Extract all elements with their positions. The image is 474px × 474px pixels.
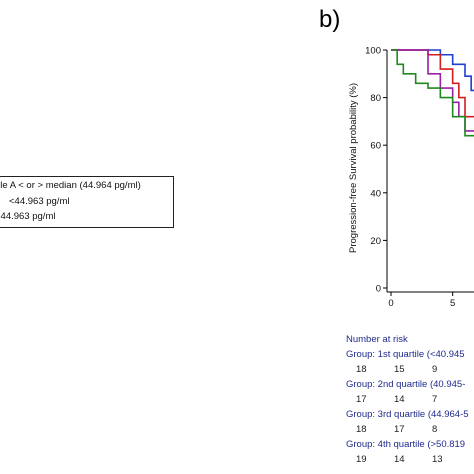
legend-a-title: ble A < or > median (44.964 pg/ml): [0, 180, 141, 191]
y-tick-label: 60: [370, 141, 381, 152]
survival-curves: [391, 49, 474, 137]
y-tick-label: 80: [370, 93, 381, 104]
risk-group-counts-3: 18 17 8: [346, 424, 474, 436]
risk-group-label-2: Group: 2nd quartile (40.945-: [346, 379, 466, 390]
risk-count: 14: [394, 454, 405, 465]
y-tick-label: 40: [370, 188, 381, 199]
risk-count: 14: [394, 394, 405, 405]
risk-count: 8: [432, 424, 438, 435]
risk-group-label-3: Group: 3rd quartile (44.964-5: [346, 409, 469, 420]
risk-count: 17: [394, 424, 405, 435]
risk-group-counts-4: 19 14 13: [346, 454, 474, 466]
survival-curve-4: [391, 49, 474, 137]
risk-count: 18: [356, 364, 367, 375]
y-tick-label: 20: [370, 236, 381, 247]
plot-axes: [386, 50, 474, 293]
axis-ticks: 0204060801000510: [365, 46, 455, 310]
risk-group-label-4: Group: 4th quartile (>50.819: [346, 439, 466, 450]
legend-a-item-high: >44.963 pg/ml: [0, 211, 56, 222]
risk-count: 18: [356, 424, 367, 435]
risk-group-counts-1: 18 15 9: [346, 364, 474, 376]
y-axis-label: Progression-free Survival probability (%…: [348, 83, 359, 253]
panel-label: b): [319, 6, 341, 33]
x-tick-label: 5: [450, 298, 455, 309]
y-tick-label: 100: [365, 46, 381, 57]
risk-group-label-1: Group: 1st quartile (<40.945: [346, 349, 465, 360]
legend-a-box: ble A < or > median (44.964 pg/ml) <44.9…: [0, 176, 174, 228]
risk-count: 13: [432, 454, 443, 465]
x-tick-label: 0: [388, 298, 393, 309]
risk-table-title: Number at risk: [346, 334, 408, 345]
legend-a-item-low: <44.963 pg/ml: [9, 196, 70, 207]
risk-count: 7: [432, 394, 438, 405]
risk-count: 15: [394, 364, 405, 375]
survival-curve-1: [391, 49, 474, 92]
y-tick-label: 0: [376, 284, 381, 295]
risk-count: 17: [356, 394, 367, 405]
risk-count: 19: [356, 454, 367, 465]
risk-group-counts-2: 17 14 7: [346, 394, 474, 406]
risk-count: 9: [432, 364, 438, 375]
survival-curve-2: [391, 49, 474, 118]
